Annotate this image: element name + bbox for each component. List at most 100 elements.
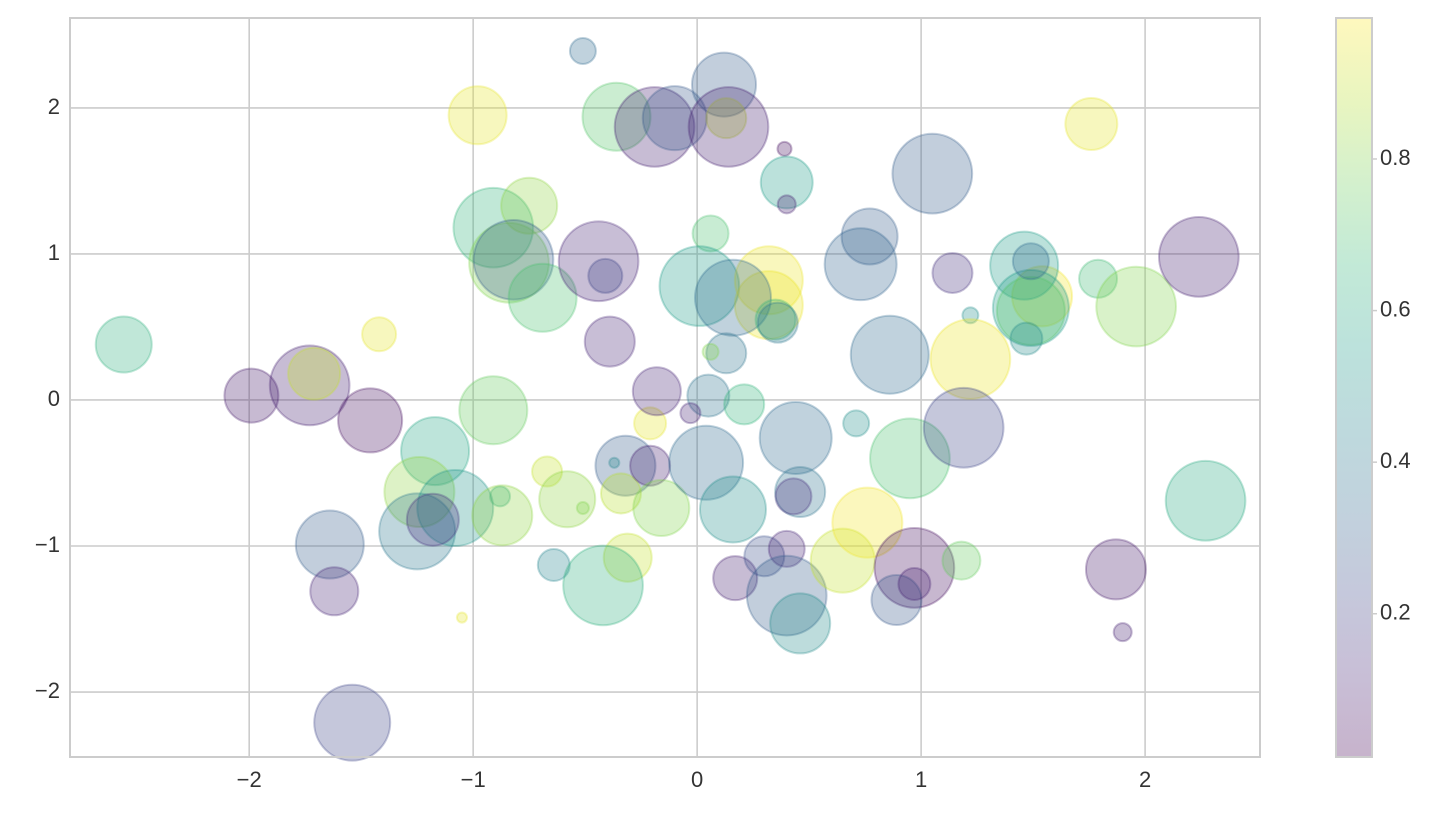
bubble bbox=[870, 574, 923, 627]
bubble bbox=[309, 566, 360, 617]
bubble bbox=[613, 86, 696, 168]
bubble bbox=[897, 566, 932, 601]
bubble bbox=[745, 554, 828, 637]
plot-frame bbox=[69, 17, 1261, 758]
bubble bbox=[931, 251, 974, 294]
bubble bbox=[686, 373, 731, 418]
bubble bbox=[869, 417, 951, 500]
bubble bbox=[455, 611, 469, 624]
bubble bbox=[594, 434, 657, 497]
bubble bbox=[313, 683, 392, 762]
bubble bbox=[758, 400, 833, 475]
bubble bbox=[223, 367, 280, 424]
bubble bbox=[767, 529, 806, 568]
bubble bbox=[712, 555, 759, 602]
bubble bbox=[823, 227, 898, 302]
bubble bbox=[500, 176, 559, 235]
bubble bbox=[447, 85, 508, 146]
bubble bbox=[608, 456, 621, 469]
bubble bbox=[581, 81, 652, 152]
bubble bbox=[679, 402, 702, 425]
bubble bbox=[632, 479, 691, 538]
bubble bbox=[1164, 459, 1247, 542]
bubble bbox=[568, 37, 597, 65]
x-tick-label: 0 bbox=[691, 767, 703, 792]
y-tick-label: 1 bbox=[48, 240, 60, 265]
bubble bbox=[1095, 265, 1177, 348]
bubble bbox=[1011, 265, 1074, 328]
y-tick-label: −1 bbox=[35, 532, 60, 557]
bubble bbox=[1158, 216, 1240, 298]
bubble bbox=[733, 270, 804, 341]
bubble bbox=[840, 207, 899, 266]
bubble bbox=[507, 262, 578, 333]
bubble bbox=[641, 85, 708, 152]
bubble bbox=[691, 214, 730, 253]
colorbar bbox=[1335, 17, 1373, 758]
bubble bbox=[587, 257, 624, 294]
y-tick-label: 2 bbox=[48, 94, 60, 119]
bubble bbox=[891, 132, 974, 215]
bubble bbox=[361, 316, 398, 353]
y-tick-label: −2 bbox=[35, 678, 60, 703]
bubble bbox=[629, 444, 672, 487]
bubble bbox=[602, 532, 653, 583]
bubble bbox=[472, 218, 555, 301]
bubble bbox=[562, 544, 644, 627]
bubble bbox=[929, 318, 1012, 400]
bubble bbox=[287, 346, 342, 401]
bubble bbox=[961, 306, 980, 325]
bubble bbox=[842, 409, 871, 438]
bubble bbox=[536, 547, 571, 582]
bubble bbox=[557, 220, 640, 303]
bubble bbox=[1064, 97, 1119, 151]
bubble bbox=[468, 221, 550, 304]
x-tick-label: −1 bbox=[461, 767, 486, 792]
bubble bbox=[991, 269, 1070, 347]
bubble bbox=[705, 332, 748, 375]
bubble bbox=[1011, 242, 1050, 281]
y-tick-label: 0 bbox=[48, 386, 60, 411]
bubble bbox=[776, 194, 797, 215]
x-tick-label: −2 bbox=[237, 767, 262, 792]
bubble bbox=[471, 484, 534, 547]
bubble bbox=[989, 230, 1060, 301]
bubble bbox=[743, 535, 786, 578]
bubble bbox=[831, 486, 904, 559]
bubble bbox=[400, 416, 471, 487]
bubble bbox=[458, 375, 529, 446]
colorbar-tick-label: 0.6 bbox=[1380, 296, 1411, 321]
bubble bbox=[691, 51, 758, 118]
bubble bbox=[701, 342, 720, 361]
bubble bbox=[698, 475, 767, 544]
bubble bbox=[849, 314, 930, 395]
x-tick-label: 1 bbox=[915, 767, 927, 792]
bubble bbox=[754, 298, 797, 341]
bubble bbox=[583, 315, 636, 368]
colorbar-tick-label: 0.8 bbox=[1380, 145, 1411, 170]
bubble bbox=[809, 527, 876, 594]
bubble bbox=[631, 366, 682, 417]
bubble bbox=[941, 540, 982, 581]
bubble bbox=[995, 275, 1066, 346]
bubble bbox=[1078, 258, 1119, 299]
bubble bbox=[759, 155, 814, 210]
bubble bbox=[922, 386, 1005, 469]
bubble bbox=[756, 301, 799, 344]
bubble bbox=[1084, 538, 1147, 601]
bubble bbox=[94, 315, 153, 374]
bubble bbox=[633, 406, 668, 441]
bubble bbox=[599, 472, 642, 515]
bubble bbox=[452, 186, 535, 269]
bubble bbox=[774, 465, 827, 518]
bubble bbox=[668, 424, 745, 501]
bubble bbox=[416, 469, 495, 548]
bubble bbox=[873, 527, 956, 609]
bubble bbox=[769, 592, 832, 655]
bubble bbox=[776, 140, 793, 157]
bubble bbox=[378, 492, 457, 571]
bubble bbox=[658, 245, 741, 327]
bubble bbox=[531, 455, 564, 488]
bubble bbox=[575, 500, 590, 516]
